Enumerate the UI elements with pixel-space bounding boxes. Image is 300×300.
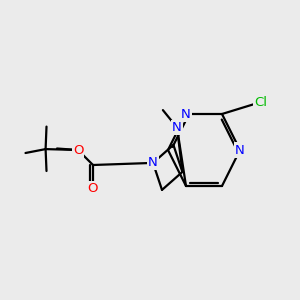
Text: N: N [148, 156, 158, 170]
Text: Cl: Cl [254, 95, 268, 109]
Text: N: N [172, 121, 182, 134]
Text: N: N [181, 107, 191, 121]
Text: N: N [235, 143, 245, 157]
Text: O: O [73, 143, 83, 157]
Text: O: O [88, 182, 98, 196]
